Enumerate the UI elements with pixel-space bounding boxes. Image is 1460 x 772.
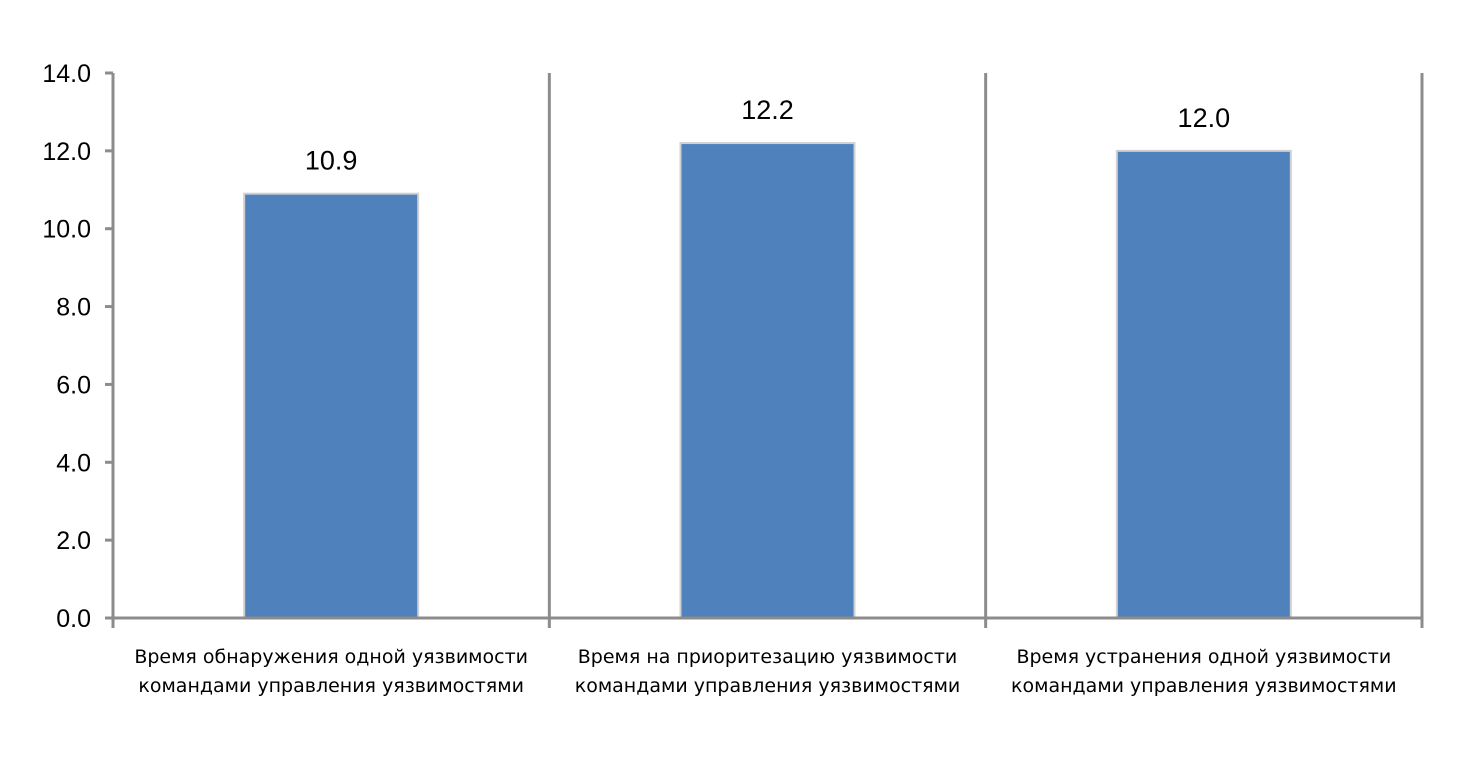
data-label: 10.9 bbox=[305, 146, 358, 176]
bar bbox=[243, 192, 420, 620]
category-label: командами управления уязвимостями bbox=[575, 675, 961, 697]
category-label: Время на приоритезацию уязвимости bbox=[578, 646, 958, 668]
y-tick-label: 2.0 bbox=[56, 527, 91, 555]
data-label: 12.0 bbox=[1178, 103, 1231, 133]
data-labels: 10.9 12.2 12.0 bbox=[305, 95, 1230, 176]
y-tick-label: 14.0 bbox=[42, 60, 91, 88]
y-axis-ticks: 0.0 2.0 4.0 6.0 8.0 10.0 12.0 14.0 bbox=[42, 60, 113, 633]
category-label: командами управления уязвимостями bbox=[138, 675, 524, 697]
bars bbox=[243, 142, 1292, 620]
data-label: 12.2 bbox=[741, 95, 794, 125]
bar bbox=[679, 142, 856, 619]
y-tick-label: 10.0 bbox=[42, 216, 91, 244]
y-tick-label: 4.0 bbox=[56, 449, 91, 477]
y-tick-label: 12.0 bbox=[42, 138, 91, 166]
y-tick-label: 8.0 bbox=[56, 294, 91, 322]
bar bbox=[1115, 149, 1292, 619]
category-label: командами управления уязвимостями bbox=[1011, 675, 1397, 697]
category-label: Время устранения одной уязвимости bbox=[1016, 646, 1391, 668]
y-tick-label: 6.0 bbox=[56, 371, 91, 399]
category-label: Время обнаружения одной уязвимости bbox=[134, 646, 528, 668]
category-labels: Время обнаружения одной уязвимости команд… bbox=[134, 646, 1396, 697]
axes bbox=[111, 73, 1424, 628]
y-tick-label: 0.0 bbox=[56, 605, 91, 633]
